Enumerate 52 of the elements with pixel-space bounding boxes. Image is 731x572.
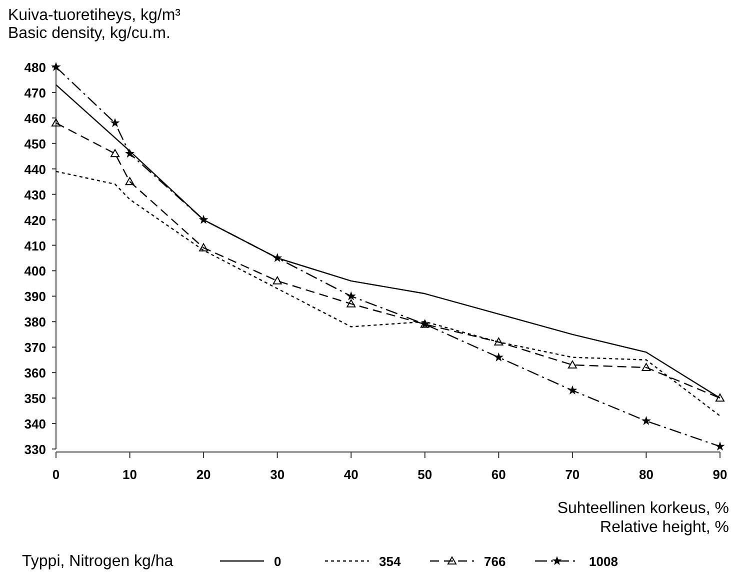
point	[494, 352, 504, 362]
y-tick-label: 430	[24, 187, 46, 202]
x-tick-label: 50	[418, 467, 432, 482]
point	[125, 177, 134, 186]
x-axis-title: Suhteellinen korkeus, % Relative height, %	[557, 500, 729, 536]
y-tick-label: 420	[24, 212, 46, 228]
y-tick-label: 400	[24, 264, 46, 279]
y-tick-label: 450	[24, 136, 46, 152]
point	[125, 148, 135, 158]
x-tick-label: 70	[565, 467, 580, 482]
point	[568, 360, 577, 368]
legend-label: 1008	[589, 554, 618, 569]
y-tick-label: 340	[24, 416, 46, 432]
y-axis-title: Kuiva-tuoretiheys, kg/m³ Basic density, kg/cu.m.	[8, 7, 182, 42]
x-tick-label: 80	[638, 467, 654, 482]
point	[51, 62, 61, 72]
y-tick-label: 370	[24, 340, 46, 356]
y-tick-label: 360	[24, 366, 46, 381]
y-tick-label: 350	[24, 391, 46, 406]
point	[110, 118, 120, 128]
point	[346, 291, 356, 300]
x-tick-label: 40	[344, 467, 358, 482]
y-tick-label: 480	[24, 60, 46, 75]
point	[272, 253, 282, 262]
y-tick-label: 330	[24, 442, 46, 457]
legend-label: 354	[379, 554, 402, 569]
y-tick-label: 380	[24, 314, 46, 330]
point	[110, 149, 120, 158]
x-tick-label: 20	[196, 467, 211, 482]
y-tick-label: 460	[24, 110, 46, 126]
legend-title: Typpi, Nitrogen kg/ha	[22, 553, 174, 570]
point	[272, 276, 282, 284]
x-tick-label: 0	[52, 467, 60, 482]
point	[346, 299, 356, 308]
point	[198, 214, 208, 224]
y-tick-label: 470	[24, 85, 46, 100]
point	[199, 243, 208, 252]
point	[642, 363, 651, 372]
x-tick-label: 30	[270, 467, 285, 482]
point	[52, 118, 60, 127]
x-tick-label: 60	[491, 467, 506, 482]
y-tick-label: 440	[24, 162, 46, 177]
x-tick-label: 10	[122, 467, 138, 482]
legend-label: 766	[484, 554, 506, 569]
point	[716, 394, 724, 402]
legend-label: 0	[274, 554, 282, 569]
x-tick-label: 90	[712, 467, 728, 482]
point	[715, 441, 725, 450]
point	[568, 385, 578, 394]
y-tick-label: 390	[24, 289, 46, 304]
point	[641, 416, 651, 426]
y-tick-label: 410	[24, 238, 46, 254]
